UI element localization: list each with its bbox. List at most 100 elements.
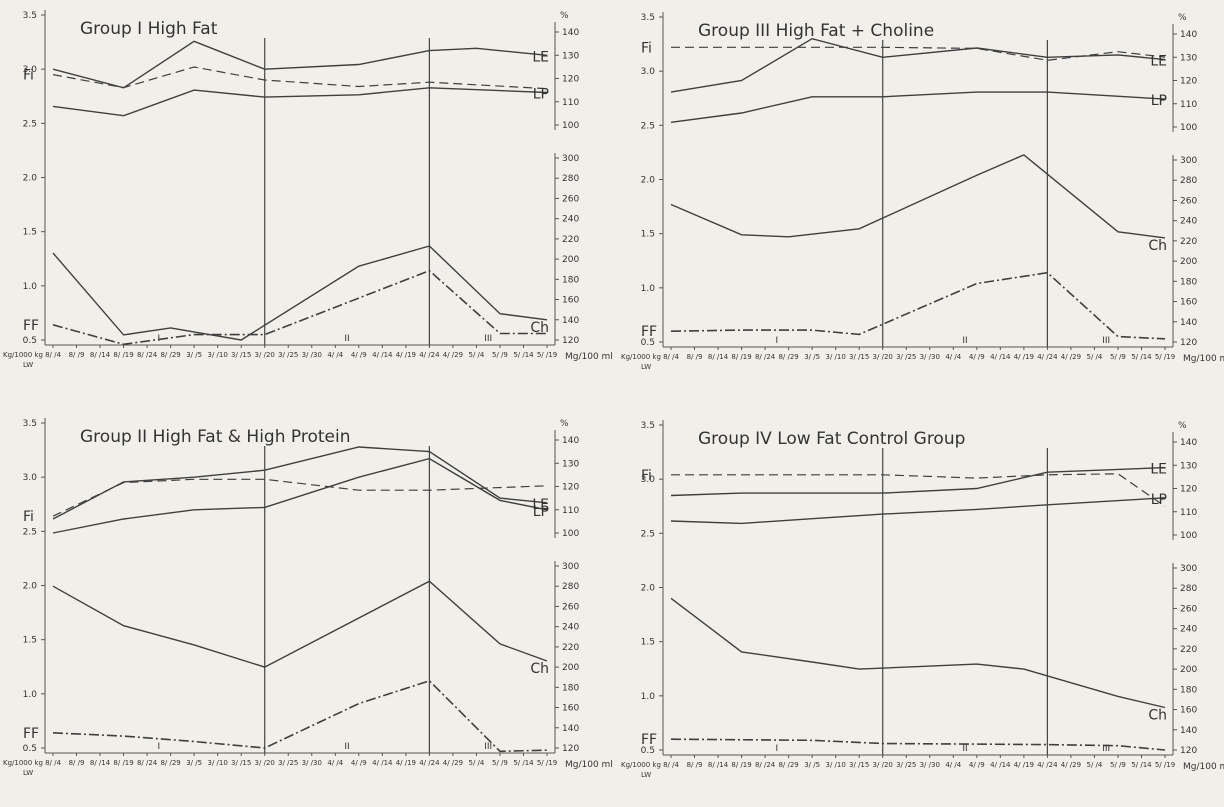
- series-label-fi: Fi: [641, 468, 652, 484]
- series-label-lp: LP: [1151, 492, 1167, 508]
- x-tick-label: 4/ /14: [372, 351, 393, 359]
- panel-1: 0.5 1.0 1.5 2.0 2.5 3.0 3.5 100 110 120 130 140% 120…: [3, 10, 613, 369]
- x-tick-label: 3/ /10: [826, 353, 846, 361]
- x-tick-label: 5/ /4: [468, 759, 484, 767]
- x-tick-label: 3/ /25: [278, 759, 298, 767]
- mg-tick-label: 160: [562, 704, 579, 714]
- x-unit-label: Kg/1000 kg: [621, 761, 661, 769]
- x-tick-label: 4/ /4: [327, 759, 343, 767]
- x-tick-label: 3/ /25: [278, 351, 298, 359]
- x-tick-label: 5/ /9: [492, 351, 508, 359]
- mg-tick-label: 300: [1180, 564, 1197, 574]
- series-label-ch: Ch: [530, 661, 549, 677]
- mg-tick-label: 200: [562, 663, 579, 673]
- pct-tick-label: 100: [1180, 531, 1197, 541]
- pct-tick-label: 100: [562, 529, 579, 539]
- series-line-ch: [52, 245, 548, 341]
- series-label-ch: Ch: [1148, 238, 1167, 254]
- mg-tick-label: 220: [1180, 645, 1197, 655]
- x-tick-label: 5/ /4: [468, 351, 484, 359]
- x-tick-label: 5/ /4: [1086, 353, 1102, 361]
- series-label-fi: Fi: [641, 40, 652, 56]
- x-tick-label: 3/ /30: [302, 351, 322, 359]
- mg-tick-label: 220: [562, 235, 579, 245]
- left-tick-label: 2.0: [641, 584, 656, 594]
- left-tick-label: 1.5: [23, 228, 37, 238]
- panel-title: Group II High Fat & High Protein: [80, 427, 351, 447]
- period-label: III: [1102, 744, 1110, 754]
- x-tick-label: 4/ /9: [351, 759, 367, 767]
- mg-tick-label: 300: [1180, 156, 1197, 166]
- series-label-lp: LP: [533, 86, 549, 102]
- x-tick-label: 4/ /29: [1061, 353, 1081, 361]
- pct-tick-label: 120: [1180, 485, 1197, 495]
- x-tick-label: 5/ /14: [1131, 761, 1152, 769]
- series-line-lp: [670, 91, 1166, 123]
- x-tick-label: 3/ /30: [920, 353, 940, 361]
- mg-tick-label: 120: [1180, 338, 1197, 348]
- series-line-ff: [670, 271, 1166, 340]
- mg-tick-label: 140: [1180, 318, 1197, 328]
- mg-tick-label: 120: [1180, 746, 1197, 756]
- pct-tick-label: 110: [562, 98, 579, 108]
- mg-tick-label: 200: [562, 255, 579, 265]
- series-line-fi: [671, 473, 1166, 507]
- series-label-lp: LP: [533, 504, 549, 520]
- period-label: III: [1102, 336, 1110, 346]
- pct-tick-label: 130: [1180, 461, 1197, 471]
- pct-tick-label: 120: [562, 483, 579, 493]
- x-tick-label: 3/ /30: [302, 759, 322, 767]
- pct-tick-label: 130: [562, 459, 579, 469]
- left-tick-label: 0.5: [23, 336, 37, 346]
- x-tick-label: 4/ /9: [351, 351, 367, 359]
- x-tick-label: 3/ /15: [231, 759, 251, 767]
- x-tick-label: 3/ /15: [849, 761, 869, 769]
- left-tick-label: 3.0: [641, 67, 656, 77]
- x-tick-label: 4/ /29: [443, 351, 463, 359]
- x-tick-label: 3/ /30: [920, 761, 940, 769]
- x-tick-label: 4/ /19: [396, 759, 416, 767]
- x-tick-label: 3/ /5: [804, 353, 820, 361]
- series-label-le: LE: [1150, 462, 1167, 478]
- left-tick-label: 1.5: [23, 636, 37, 646]
- x-tick-label: 4/ /9: [969, 353, 985, 361]
- series-line-le: [670, 466, 1166, 497]
- left-tick-label: 1.0: [641, 284, 656, 294]
- series-line-le: [52, 40, 548, 89]
- x-tick-label: 3/ /10: [208, 351, 228, 359]
- x-tick-label: 8/ /19: [731, 353, 751, 361]
- x-tick-label: 8/ /9: [687, 353, 703, 361]
- period-label: I: [776, 744, 779, 754]
- panel-title: Group IV Low Fat Control Group: [698, 429, 965, 449]
- x-tick-label: 8/ /24: [137, 759, 158, 767]
- x-tick-label: 3/ /20: [873, 353, 893, 361]
- x-tick-label: 8/ /24: [755, 353, 776, 361]
- period-label: II: [344, 334, 349, 344]
- period-label: II: [962, 336, 967, 346]
- x-tick-label: 8/ /19: [731, 761, 751, 769]
- x-tick-label: 5/ /19: [1155, 761, 1175, 769]
- series-line-lp: [670, 497, 1166, 525]
- period-label: II: [344, 742, 349, 752]
- x-tick-label: 4/ /29: [1061, 761, 1081, 769]
- mg-tick-label: 240: [1180, 625, 1197, 635]
- panel-2: 0.5 1.0 1.5 2.0 2.5 3.0 3.5 100 110 120 130 140% 120…: [621, 12, 1224, 371]
- series-line-le: [52, 446, 548, 520]
- mg-unit: Mg/100 ml: [565, 352, 613, 362]
- mg-tick-label: 180: [562, 275, 579, 285]
- x-unit-label-lw: LW: [23, 361, 33, 369]
- x-tick-label: 5/ /14: [1131, 353, 1152, 361]
- percent-unit: %: [560, 419, 569, 429]
- panel-3: 0.5 1.0 1.5 2.0 2.5 3.0 3.5 100 110 120 130 140% 120…: [3, 418, 613, 777]
- series-line-lp: [52, 87, 548, 117]
- x-tick-label: 8/ /9: [687, 761, 703, 769]
- x-tick-label: 5/ /19: [1155, 353, 1175, 361]
- mg-tick-label: 180: [1180, 685, 1197, 695]
- x-tick-label: 4/ /29: [443, 759, 463, 767]
- left-tick-label: 0.5: [641, 746, 655, 756]
- left-tick-label: 1.5: [641, 638, 655, 648]
- x-unit-label-lw: LW: [641, 771, 651, 779]
- series-label-ff: FF: [641, 732, 657, 748]
- x-tick-label: 3/ /20: [873, 761, 893, 769]
